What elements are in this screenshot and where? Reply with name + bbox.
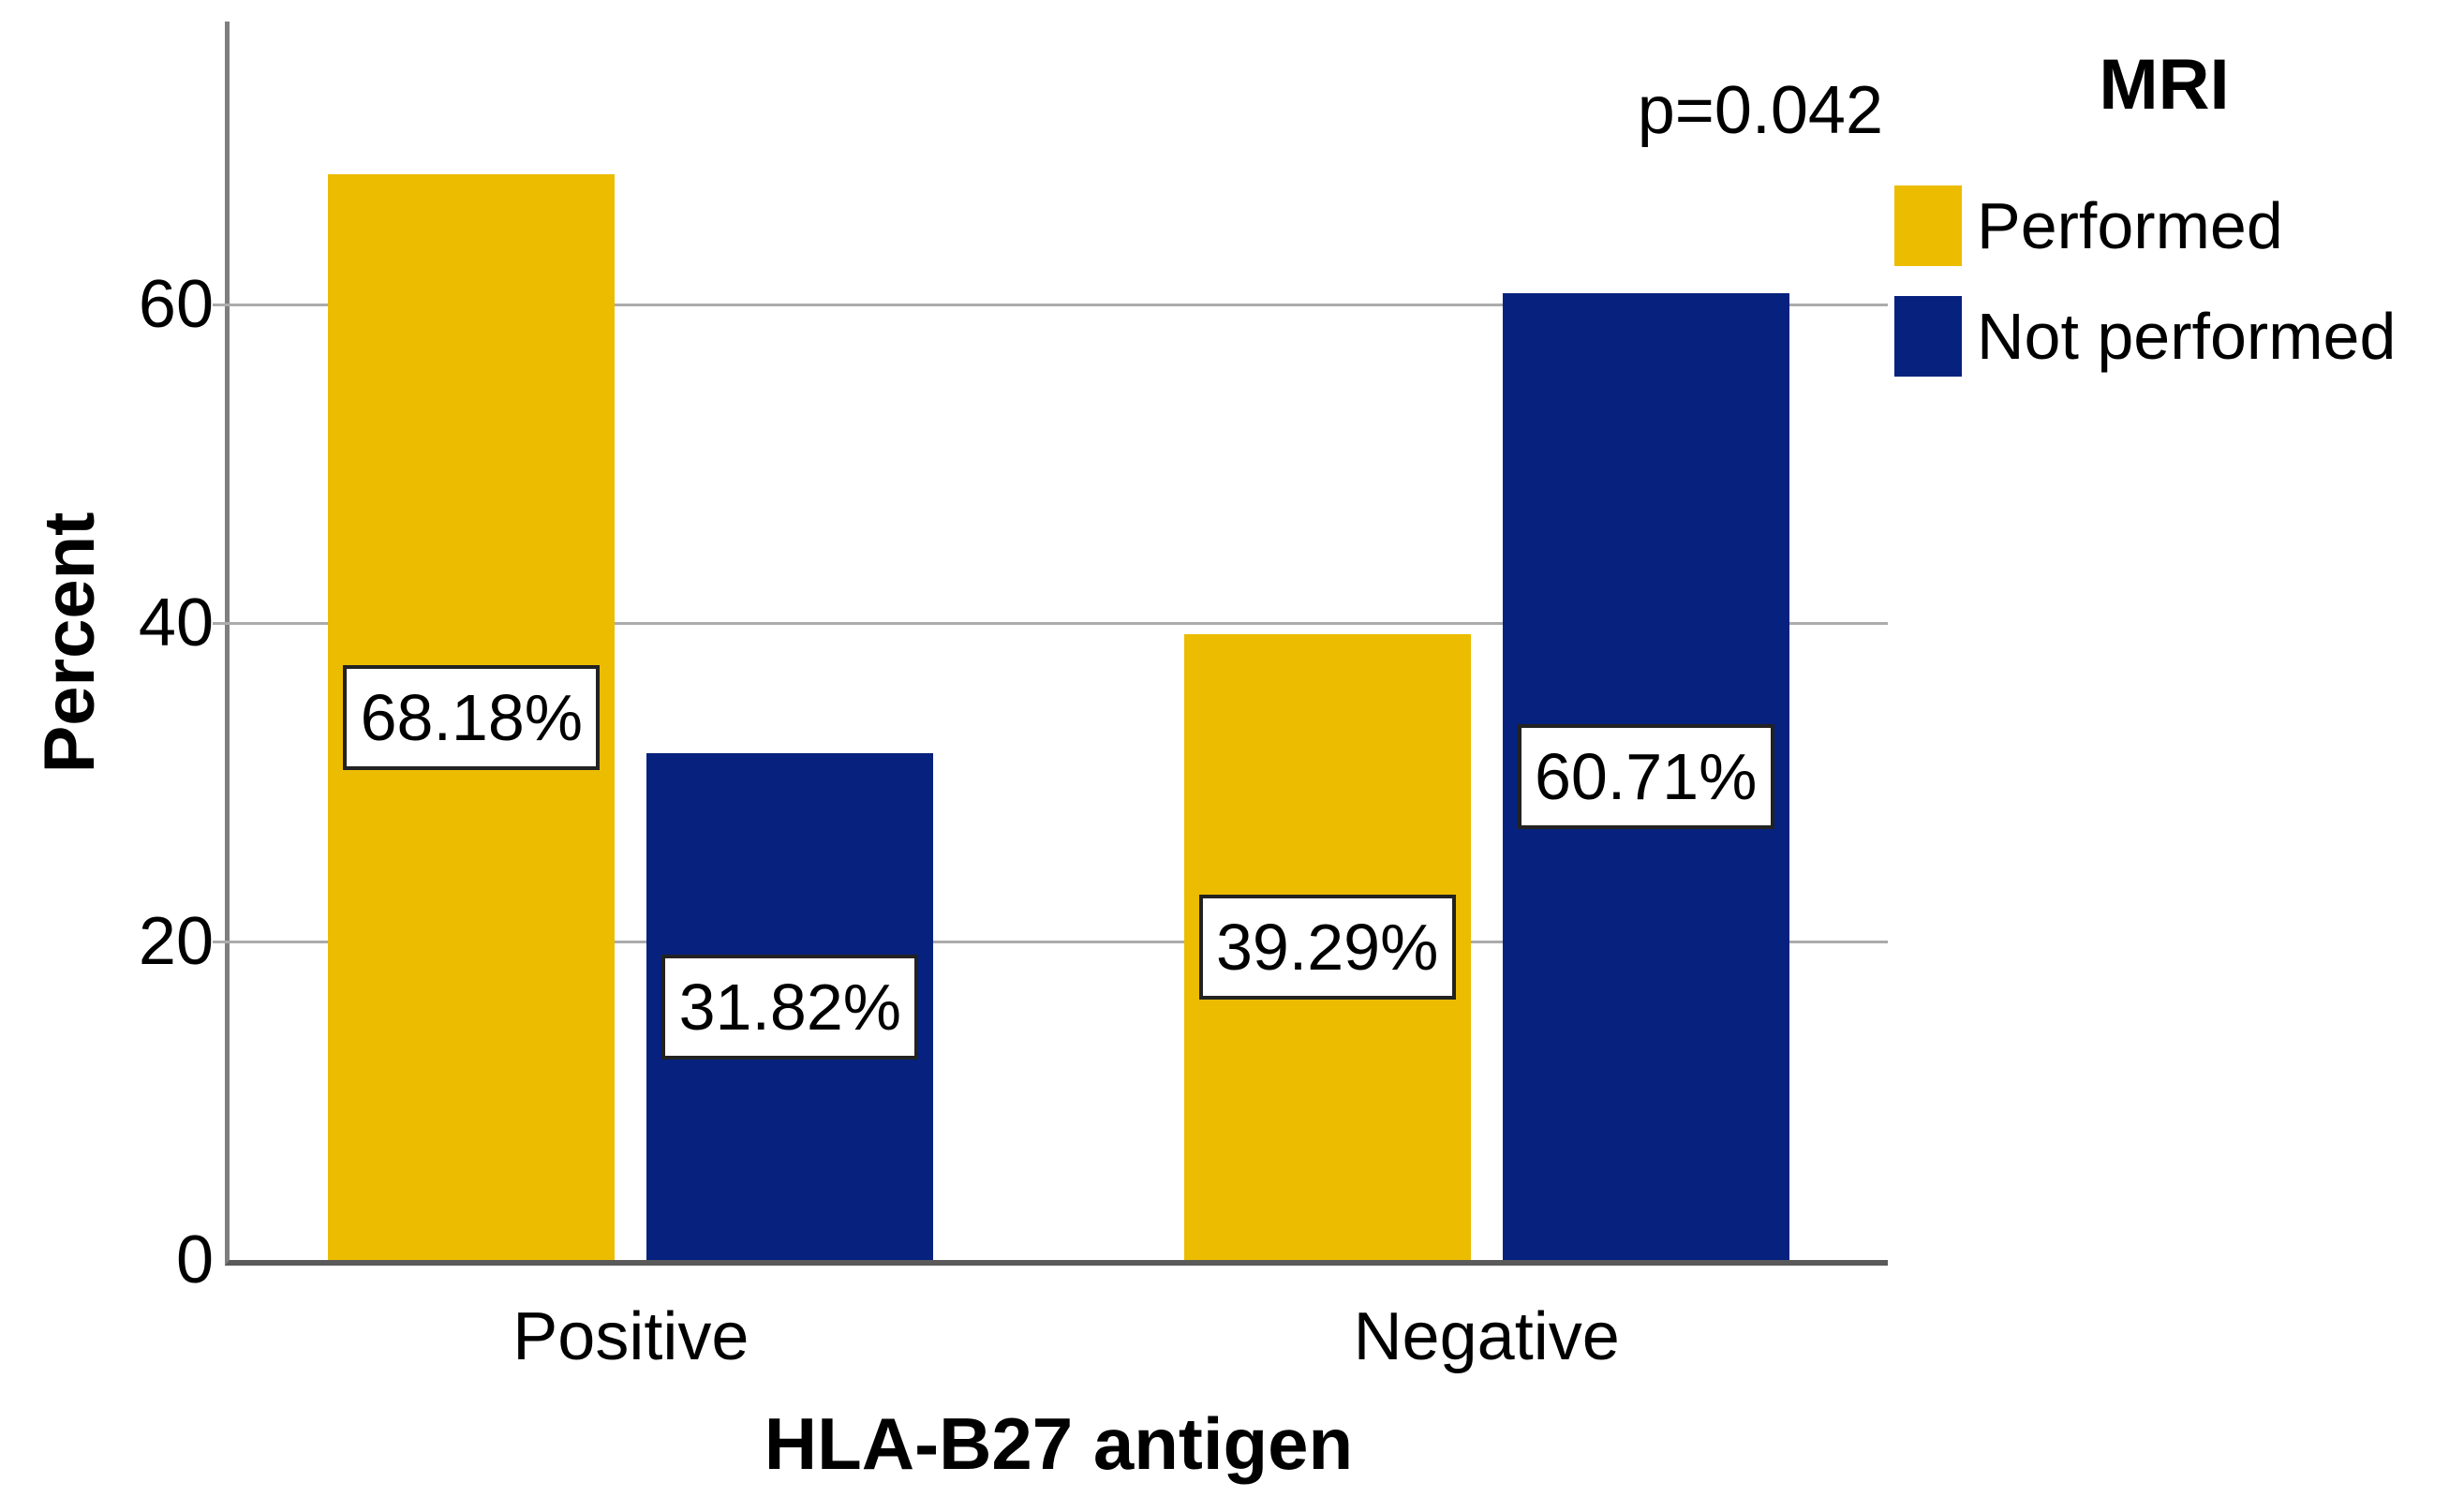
bar-value-label-negative-not-performed: 60.71%: [1517, 724, 1774, 830]
x-category-label-negative: Negative: [1353, 1299, 1620, 1374]
legend-entry-not-performed: Not performed: [1894, 296, 2396, 377]
x-axis-title: HLA-B27 antigen: [764, 1402, 1354, 1485]
legend: MRI Performed Not performed: [1894, 0, 2449, 468]
gridline-40: [213, 621, 1888, 625]
x-category-label-positive: Positive: [512, 1299, 750, 1374]
legend-swatch-not-performed-icon: [1894, 296, 1962, 377]
legend-swatch-performed-icon: [1894, 185, 1962, 266]
p-value-annotation: p=0.042: [1637, 73, 1883, 148]
bar-value-label-positive-performed: 68.18%: [343, 664, 601, 770]
legend-entry-label-not-performed: Not performed: [1977, 300, 2397, 373]
bar-value-label-positive-not-performed: 31.82%: [661, 954, 919, 1060]
y-tick-label-60: 60: [138, 267, 214, 343]
plot-area: 68.18% 31.82% 39.29% 60.71% Positive Negativ…: [213, 22, 1888, 1484]
legend-entry-performed: Performed: [1894, 185, 2283, 266]
bar-value-label-negative-performed: 39.29%: [1198, 895, 1456, 1001]
legend-entry-label-performed: Performed: [1977, 189, 2283, 262]
y-tick-label-0: 0: [175, 1223, 214, 1297]
y-tick-label-20: 20: [138, 904, 214, 980]
gridline-60: [213, 303, 1888, 306]
gridline-20: [213, 940, 1888, 943]
legend-title: MRI: [2099, 45, 2230, 125]
y-tick-label-40: 40: [138, 586, 214, 661]
